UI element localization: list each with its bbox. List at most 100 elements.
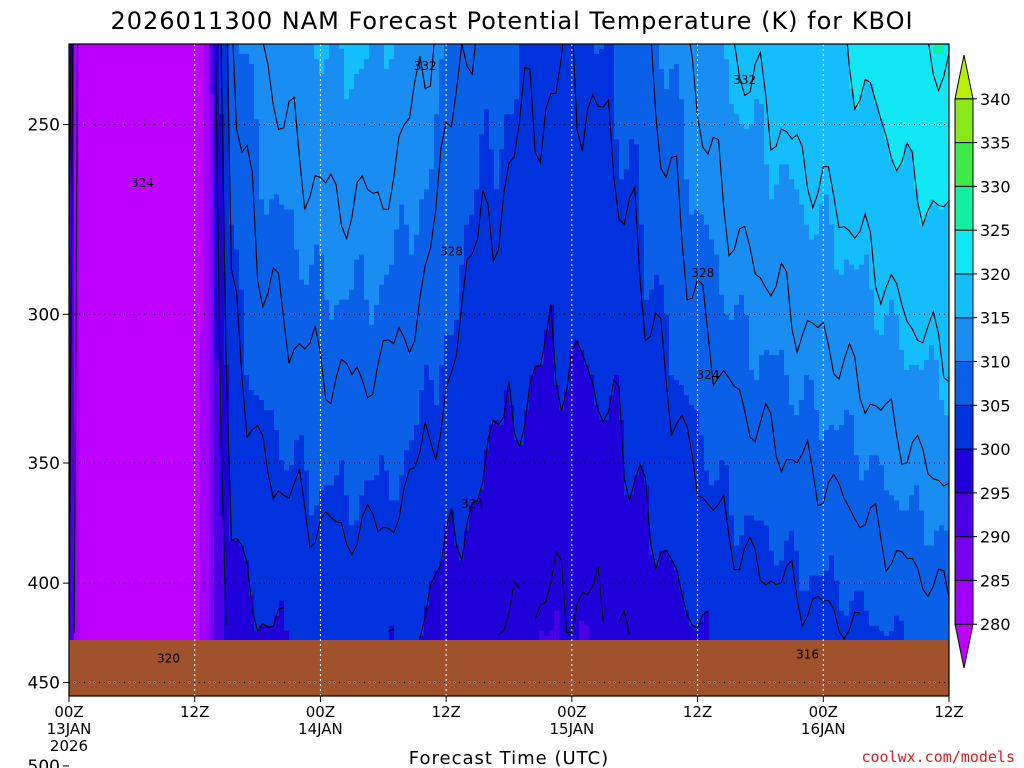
field-cell bbox=[794, 154, 800, 160]
field-cell bbox=[834, 154, 840, 160]
field-cell bbox=[699, 94, 705, 100]
field-cell bbox=[349, 104, 355, 110]
field-cell bbox=[439, 134, 445, 140]
field-cell bbox=[579, 104, 585, 110]
field-cell bbox=[889, 89, 895, 95]
field-cell bbox=[929, 74, 935, 80]
field-cell bbox=[109, 64, 115, 70]
field-cell bbox=[109, 164, 115, 170]
field-cell bbox=[144, 144, 150, 150]
field-cell bbox=[834, 64, 840, 70]
field-cell bbox=[889, 59, 895, 65]
field-cell bbox=[599, 59, 605, 65]
field-cell bbox=[789, 84, 795, 90]
field-cell bbox=[594, 149, 600, 155]
field-cell bbox=[439, 74, 445, 80]
field-cell bbox=[384, 79, 390, 85]
field-cell bbox=[529, 54, 535, 60]
field-cell bbox=[859, 59, 865, 65]
field-cell bbox=[574, 179, 580, 186]
field-cell bbox=[399, 59, 405, 65]
field-cell bbox=[244, 84, 250, 90]
field-cell bbox=[194, 179, 200, 186]
field-cell bbox=[344, 54, 350, 60]
field-cell bbox=[89, 174, 95, 181]
field-cell bbox=[774, 119, 780, 125]
field-cell bbox=[894, 119, 900, 125]
field-cell bbox=[304, 104, 310, 110]
field-cell bbox=[394, 104, 400, 110]
field-cell bbox=[519, 129, 525, 135]
field-cell bbox=[469, 134, 475, 140]
field-cell bbox=[224, 159, 230, 165]
field-cell bbox=[369, 69, 375, 75]
field-cell bbox=[254, 159, 260, 165]
field-cell bbox=[709, 119, 715, 125]
field-cell bbox=[714, 119, 720, 125]
field-cell bbox=[604, 149, 610, 155]
field-cell bbox=[519, 179, 525, 186]
field-cell bbox=[474, 159, 480, 165]
field-cell bbox=[739, 44, 745, 50]
field-cell bbox=[324, 164, 330, 170]
field-cell bbox=[309, 124, 315, 130]
field-cell bbox=[224, 164, 230, 170]
field-cell bbox=[439, 104, 445, 110]
field-cell bbox=[539, 114, 545, 120]
field-cell bbox=[809, 54, 815, 60]
field-cell bbox=[289, 129, 295, 135]
field-cell bbox=[624, 99, 630, 105]
field-cell bbox=[139, 184, 145, 191]
field-cell bbox=[679, 149, 685, 155]
field-cell bbox=[894, 109, 900, 115]
field-cell bbox=[754, 119, 760, 125]
field-cell bbox=[549, 94, 555, 100]
field-cell bbox=[849, 119, 855, 125]
field-cell bbox=[759, 169, 765, 175]
field-cell bbox=[504, 79, 510, 85]
field-cell bbox=[459, 94, 465, 100]
field-cell bbox=[269, 184, 275, 191]
field-cell bbox=[569, 64, 575, 70]
field-cell bbox=[544, 149, 550, 155]
field-cell bbox=[819, 94, 825, 100]
field-cell bbox=[329, 144, 335, 150]
field-cell bbox=[484, 174, 490, 181]
field-cell bbox=[794, 119, 800, 125]
field-cell bbox=[84, 69, 90, 75]
field-cell bbox=[334, 79, 340, 85]
field-cell bbox=[549, 139, 555, 145]
field-cell bbox=[224, 109, 230, 115]
field-cell bbox=[634, 134, 640, 140]
field-cell bbox=[414, 59, 420, 65]
field-cell bbox=[209, 59, 215, 65]
field-cell bbox=[624, 154, 630, 160]
field-cell bbox=[729, 169, 735, 175]
field-cell bbox=[174, 164, 180, 170]
field-cell bbox=[589, 74, 595, 80]
field-cell bbox=[579, 119, 585, 125]
field-cell bbox=[914, 154, 920, 160]
field-cell bbox=[584, 134, 590, 140]
field-cell bbox=[259, 59, 265, 65]
field-cell bbox=[354, 134, 360, 140]
field-cell bbox=[274, 79, 280, 85]
field-cell bbox=[474, 139, 480, 145]
field-cell bbox=[844, 84, 850, 90]
field-cell bbox=[354, 174, 360, 181]
field-cell bbox=[389, 104, 395, 110]
field-cell bbox=[554, 99, 560, 105]
field-cell bbox=[709, 94, 715, 100]
field-cell bbox=[94, 169, 100, 175]
field-cell bbox=[309, 69, 315, 75]
field-cell bbox=[564, 49, 570, 55]
field-cell bbox=[724, 159, 730, 165]
field-cell bbox=[549, 124, 555, 130]
field-cell bbox=[309, 139, 315, 145]
field-cell bbox=[734, 49, 740, 55]
field-cell bbox=[664, 134, 670, 140]
field-cell bbox=[124, 169, 130, 175]
field-cell bbox=[669, 179, 675, 186]
field-cell bbox=[129, 84, 135, 90]
field-cell bbox=[409, 154, 415, 160]
